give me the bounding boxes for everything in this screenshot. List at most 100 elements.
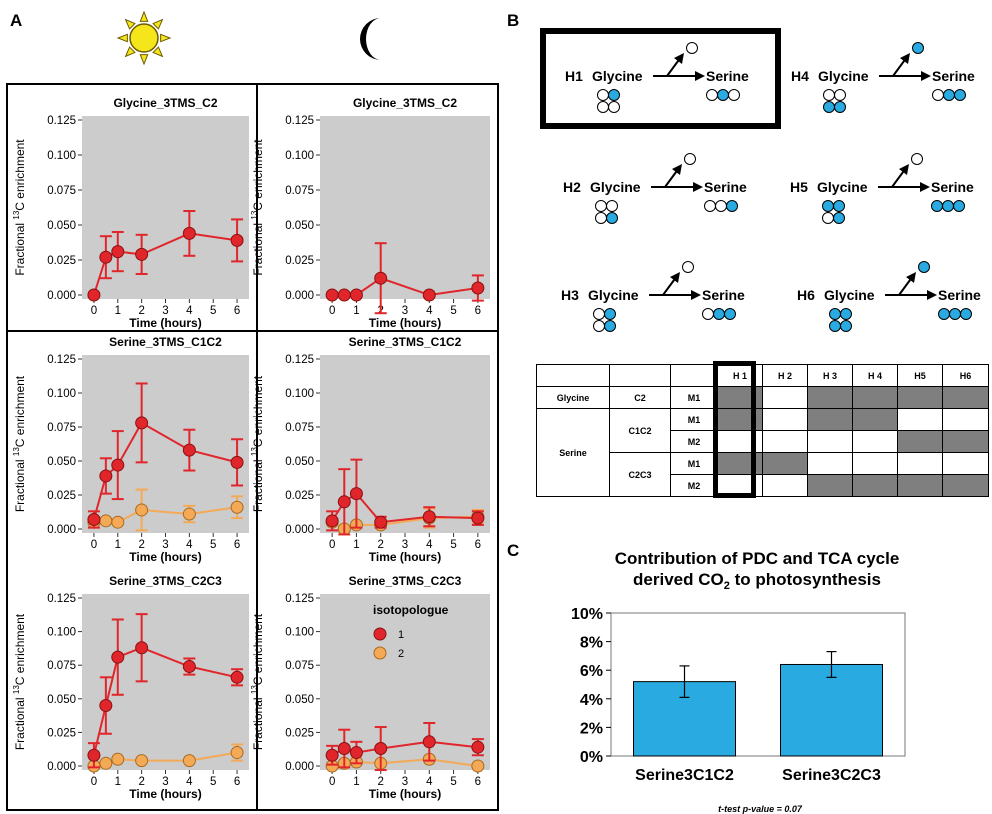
y-tick-label: 0.075 <box>285 185 314 197</box>
ttest-note: t-test p-value = 0.07 <box>718 804 803 814</box>
glycine-label: Glycine <box>590 179 641 195</box>
plot-title: Serine_3TMS_C2C3 <box>109 574 222 588</box>
arrow-head <box>899 164 909 175</box>
x-tick-label: 3 <box>162 539 168 551</box>
data-point <box>325 748 339 762</box>
data-point <box>325 288 339 302</box>
data-point <box>325 514 339 528</box>
serine-label: Serine <box>706 68 749 84</box>
plot-title: Serine_3TMS_C1C2 <box>349 335 462 349</box>
y-tick-label: 0.075 <box>285 422 314 434</box>
x-tick-label: 4 <box>426 776 433 788</box>
y-tick-label: 2% <box>580 720 603 737</box>
plot-area <box>320 594 490 770</box>
table-cell <box>897 386 943 409</box>
data-point <box>111 650 125 664</box>
glycine-carbon-circle <box>833 200 845 212</box>
serine-carbon-circle <box>704 200 716 212</box>
x-axis-label: Time (hours) <box>369 787 441 801</box>
released-carbon-circle <box>686 42 698 54</box>
x-tick-label: 5 <box>210 776 216 788</box>
table-cell <box>717 386 763 409</box>
serine-carbon-circle <box>702 308 714 320</box>
glycine-carbon-circle <box>608 101 620 113</box>
glycine-carbon-circle <box>834 101 846 113</box>
data-point <box>349 746 363 760</box>
data-point <box>230 746 244 760</box>
plot-title: Glycine_3TMS_C2 <box>113 96 217 110</box>
hypothesis-diagrams: H1 Glycine Serine H4 Glycine Serine H2 Glycine S… <box>561 42 981 332</box>
panel-label-c: C <box>507 541 519 560</box>
data-point <box>230 670 244 684</box>
table-cell <box>897 474 943 497</box>
arrow-head <box>927 290 937 300</box>
data-point <box>422 510 436 524</box>
sun-ray <box>116 33 128 43</box>
serine-carbon-circle <box>960 308 972 320</box>
x-tick-label: 2 <box>138 776 144 788</box>
x-tick-label: 2 <box>138 305 144 317</box>
table-cell <box>807 430 853 453</box>
table-cell-mass: M1 <box>670 452 718 475</box>
data-point <box>374 271 388 285</box>
data-point <box>182 443 196 457</box>
x-tick-label: 6 <box>234 776 240 788</box>
y-tick-label: 0.125 <box>47 354 76 366</box>
glycine-carbon-circle <box>597 101 609 113</box>
y-tick-label: 0.100 <box>285 627 314 639</box>
y-tick-label: 0.050 <box>285 220 314 232</box>
y-axis-label: Fractional 13C enrichment <box>250 375 265 512</box>
plot-area <box>82 355 249 533</box>
data-point <box>111 245 125 259</box>
series-line <box>92 232 238 296</box>
y-tick-label: 0.075 <box>47 185 76 197</box>
glycine-label: Glycine <box>592 68 643 84</box>
arrow-head <box>900 53 910 64</box>
hypothesis-h1: H1 Glycine Serine <box>565 42 749 113</box>
table-cell-glycine: Glycine <box>536 386 610 409</box>
y-tick-label: 0.100 <box>47 150 76 162</box>
x-tick-label: 5 <box>450 776 456 788</box>
plot-night-serine-c2c3: Serine_3TMS_C2C3 0.000 0.025 0.050 0.075 0.10… <box>250 574 490 801</box>
table-cell <box>762 430 808 453</box>
table-cell <box>942 452 989 475</box>
data-point <box>337 742 351 756</box>
x-tick-label: 2 <box>138 539 144 551</box>
y-tick-label: 0.050 <box>47 694 76 706</box>
data-point <box>471 511 485 525</box>
x-tick-label: Serine3C1C2 <box>635 767 734 784</box>
data-point <box>182 754 196 768</box>
data-point <box>99 756 113 770</box>
glycine-carbon-circle <box>593 308 605 320</box>
x-axis-label: Time (hours) <box>369 550 441 564</box>
serine-label: Serine <box>702 287 745 303</box>
x-axis-label: Time (hours) <box>369 316 441 330</box>
serine-carbon-circle <box>943 89 955 101</box>
legend-title: isotopologue <box>373 603 449 617</box>
plot-title: Glycine_3TMS_C2 <box>353 96 457 110</box>
y-tick-label: 0.025 <box>47 727 76 739</box>
y-axis-label: Fractional 13C enrichment <box>12 375 27 512</box>
table-cell <box>762 474 808 497</box>
y-tick-label: 0.000 <box>47 761 76 773</box>
released-carbon-circle <box>684 153 696 165</box>
serine-carbon-circle <box>954 89 966 101</box>
sun-ray <box>139 10 149 22</box>
glycine-carbon-circle <box>606 212 618 224</box>
hypothesis-h3: H3 Glycine Serine <box>561 261 745 332</box>
panel-label-b: B <box>507 11 519 30</box>
table-cell-fragment: C1C2 <box>609 408 671 453</box>
serine-carbon-circle <box>706 89 718 101</box>
table-cell <box>897 430 943 453</box>
y-tick-label: 0.025 <box>285 255 314 267</box>
glycine-carbon-circle <box>822 200 834 212</box>
sun-ray <box>124 18 136 30</box>
table-header-h3: H 3 <box>807 364 853 387</box>
serine-label: Serine <box>931 179 974 195</box>
table-header-h2: H 2 <box>762 364 808 387</box>
series-line <box>92 646 238 756</box>
serine-carbon-circle <box>938 308 950 320</box>
y-tick-label: 0.025 <box>47 255 76 267</box>
x-tick-label: 4 <box>426 539 433 551</box>
x-tick-label: 0 <box>329 539 335 551</box>
